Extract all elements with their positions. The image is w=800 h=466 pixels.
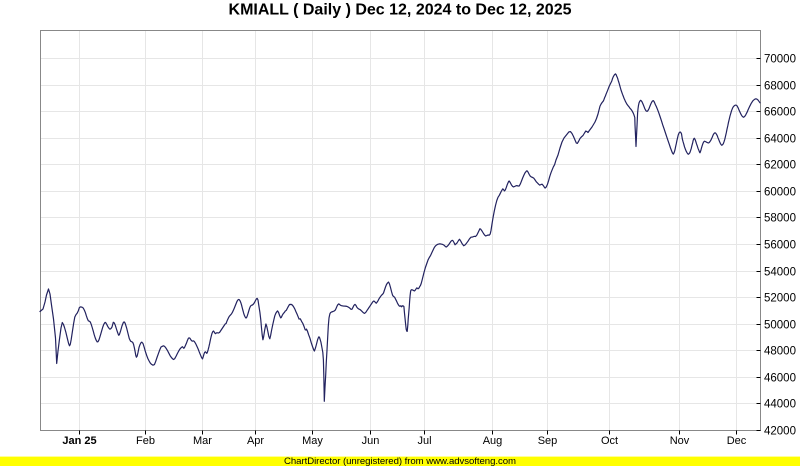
svg-text:Jul: Jul [417, 435, 431, 447]
svg-text:42000: 42000 [764, 425, 796, 437]
svg-text:70000: 70000 [764, 53, 796, 65]
svg-text:66000: 66000 [764, 106, 796, 118]
svg-text:58000: 58000 [764, 212, 796, 224]
svg-text:Apr: Apr [247, 435, 264, 447]
svg-text:46000: 46000 [764, 372, 796, 384]
svg-text:68000: 68000 [764, 80, 796, 92]
svg-text:54000: 54000 [764, 266, 796, 278]
svg-text:Nov: Nov [670, 435, 690, 447]
svg-text:Jan 25: Jan 25 [62, 435, 96, 447]
svg-text:Dec: Dec [727, 435, 747, 447]
svg-text:Jun: Jun [362, 435, 380, 447]
svg-text:44000: 44000 [764, 398, 796, 410]
svg-text:50000: 50000 [764, 319, 796, 331]
svg-text:Feb: Feb [136, 435, 155, 447]
svg-text:Sep: Sep [538, 435, 558, 447]
svg-text:62000: 62000 [764, 159, 796, 171]
svg-text:Aug: Aug [483, 435, 503, 447]
svg-text:May: May [302, 435, 323, 447]
svg-text:60000: 60000 [764, 186, 796, 198]
svg-text:52000: 52000 [764, 292, 796, 304]
svg-text:64000: 64000 [764, 133, 796, 145]
svg-text:Mar: Mar [193, 435, 212, 447]
svg-text:KMIALL ( Daily ) Dec 12, 2024: KMIALL ( Daily ) Dec 12, 2024 to Dec 12,… [229, 2, 572, 19]
svg-text:56000: 56000 [764, 239, 796, 251]
svg-text:Oct: Oct [601, 435, 618, 447]
svg-text:ChartDirector (unregistered) f: ChartDirector (unregistered) from www.ad… [284, 456, 516, 466]
svg-text:48000: 48000 [764, 345, 796, 357]
